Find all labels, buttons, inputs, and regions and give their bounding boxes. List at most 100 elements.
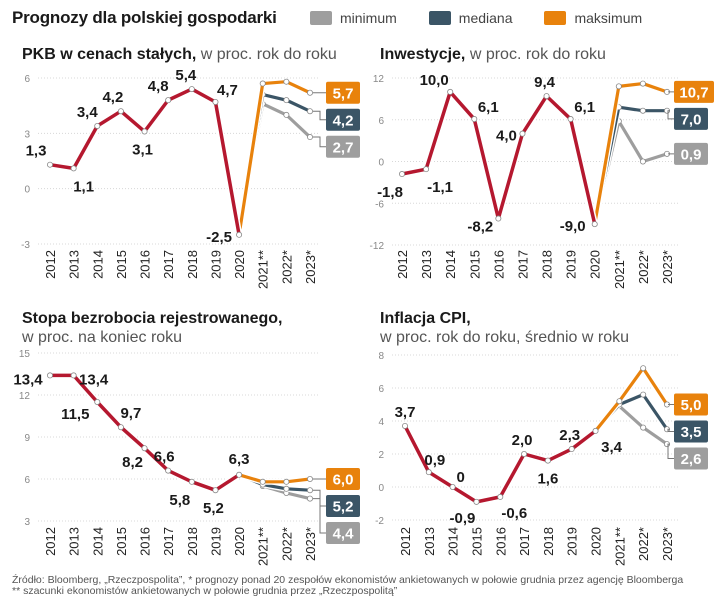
data-label: -0,6 (501, 505, 527, 522)
forecast-point-minimum (283, 111, 290, 118)
history-point (141, 445, 148, 452)
y-tick-label: 0 (378, 483, 384, 494)
x-tick-label: 2015 (114, 250, 129, 279)
y-tick-label: 6 (378, 116, 384, 127)
chart-title-pkb: PKB w cenach stałych, w proc. rok do rok… (22, 45, 337, 64)
x-tick-label: 2018 (185, 527, 200, 556)
y-tick-label: 6 (24, 74, 30, 85)
x-tick-label: 2023* (303, 527, 318, 561)
end-badge-label-minimum: 0,9 (681, 146, 702, 163)
y-tick-label: -12 (370, 241, 385, 252)
history-point (591, 221, 598, 228)
data-label: 8,2 (122, 454, 143, 471)
data-label: 2,0 (512, 432, 533, 449)
chart-panel-2: 15 12 9 6 3 2012 2013 2014 2015 2016 2017 2018 2019 2… (13, 349, 360, 566)
x-tick-label: 2020 (232, 527, 247, 556)
end-badge-minimum (674, 142, 708, 165)
forecast-point-mediana (306, 487, 313, 494)
x-tick-label: 2014 (443, 250, 458, 279)
data-label: 5,8 (169, 492, 190, 509)
chart-title-pkb-bold: PKB w cenach stałych, (22, 46, 197, 63)
history-point (165, 97, 172, 104)
data-label: 1,3 (26, 143, 47, 160)
history-point (449, 483, 456, 490)
badge-connector-minimum (313, 136, 326, 148)
history-point (423, 166, 430, 173)
end-badge-label-minimum: 2,7 (333, 139, 354, 156)
data-label: 1,1 (73, 178, 94, 195)
x-tick-label: 2020 (588, 250, 603, 279)
x-tick-label: 2017 (161, 250, 176, 279)
chart-title-inflacja-subtitle: w proc. rok do roku, średnio w roku (380, 329, 629, 346)
history-point (568, 446, 575, 453)
data-label: 5,2 (203, 500, 224, 517)
x-tick-label: 2020 (232, 250, 247, 279)
data-label: 11,5 (61, 406, 89, 423)
end-badge-label-maksimum: 10,7 (679, 84, 708, 101)
x-tick-label: 2014 (90, 250, 105, 279)
data-label: 4,2 (102, 89, 123, 106)
x-tick-label: 2023* (303, 250, 318, 284)
x-tick-label: 2020 (589, 527, 604, 556)
x-tick-label: 2012 (395, 250, 410, 279)
history-line (50, 373, 241, 492)
x-tick-label: 2016 (493, 527, 508, 556)
y-tick-label: 8 (378, 351, 384, 362)
data-label: -9,0 (560, 218, 586, 235)
x-tick-label: 2023* (660, 250, 675, 284)
x-tick-label: 2016 (138, 527, 153, 556)
x-tick-label: 2017 (161, 527, 176, 556)
history-point (425, 469, 432, 476)
x-tick-label: 2019 (565, 527, 580, 556)
x-tick-label: 2013 (422, 527, 437, 556)
data-label: 9,4 (534, 74, 556, 91)
legend-item-maksimum: maksimum (544, 10, 642, 26)
y-tick-label: 2 (378, 450, 384, 461)
forecast-point-minimum (640, 424, 647, 431)
history-line-halo (50, 372, 241, 494)
x-tick-label: 2019 (208, 250, 223, 279)
forecast-point-minimum (306, 495, 313, 502)
end-badge-label-mediana: 7,0 (681, 111, 702, 128)
history-point (70, 372, 77, 379)
history-point (212, 98, 219, 105)
data-label: 10,0 (420, 72, 449, 89)
x-tick-label: 2015 (467, 250, 482, 279)
end-badge-label-maksimum: 5,0 (681, 397, 702, 414)
chart-title-bezrobocie-subtitle: w proc. na koniec roku (22, 329, 183, 346)
history-point (543, 93, 550, 100)
data-label: 6,1 (574, 99, 595, 116)
forecast-point-maksimum (259, 80, 266, 87)
x-tick-label: 2018 (185, 250, 200, 279)
forecast-line-maksimum (238, 473, 311, 484)
badge-connector-minimum (667, 443, 674, 459)
badge-connector-mediana (313, 110, 326, 121)
y-tick-label: 0 (378, 158, 384, 169)
x-tick-label: 2012 (43, 250, 58, 279)
legend-swatch-mediana (428, 11, 451, 25)
history-point (236, 231, 243, 238)
y-tick-label: 3 (24, 129, 30, 140)
history-point (567, 116, 574, 123)
x-tick-label: 2013 (67, 250, 82, 279)
chart-title-bezrobocie-bold: Stopa bezrobocia rejestrowanego, (22, 310, 283, 327)
forecast-point-maksimum (639, 80, 646, 87)
y-tick-label: 12 (19, 391, 31, 402)
y-tick-label: 15 (19, 349, 31, 360)
x-tick-label: 2014 (90, 527, 105, 556)
chart-title-inflacja-bold: Inflacja CPI, (380, 310, 471, 327)
chart-title-inflacja: Inflacja CPI, w proc. rok do roku, średn… (380, 309, 629, 347)
chart-title-inwestycje: Inwestycje, w proc. rok do roku (380, 45, 606, 64)
data-label: 6,3 (229, 451, 250, 468)
data-label: 6,1 (478, 99, 499, 116)
history-point (165, 467, 172, 474)
y-tick-label: -2 (375, 516, 384, 527)
chart-panel-3: 8 6 4 2 0 -2 2012 2013 2014 2015 2016 2017 2018 2019 2… (375, 351, 708, 566)
legend-swatch-maksimum (544, 11, 567, 25)
forecast-point-maksimum (615, 83, 622, 90)
footer-source: Źródło: Bloomberg, „Rzeczpospolita”, * p… (12, 575, 717, 597)
forecast-line-maksimum (593, 81, 668, 225)
x-tick-label: 2022* (636, 250, 651, 284)
data-label: 4,0 (496, 128, 517, 145)
x-tick-label: 2021** (612, 250, 627, 289)
